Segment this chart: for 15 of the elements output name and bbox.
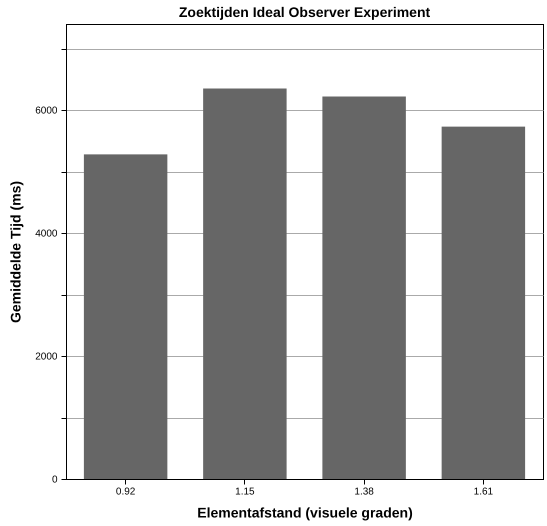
y-axis-title: Gemiddelde Tijd (ms) <box>7 180 24 324</box>
x-tick-label: 0.92 <box>116 486 136 498</box>
chart-title: Zoektijden Ideal Observer Experiment <box>178 4 430 20</box>
y-tick-label: 4000 <box>35 228 58 240</box>
y-tick-label: 6000 <box>35 106 58 117</box>
bar <box>322 96 406 479</box>
y-tick-label: 2000 <box>35 352 58 363</box>
x-axis-title: Elementafstand (visuele graden) <box>197 504 413 520</box>
bar <box>84 154 168 479</box>
y-tick-label: 0 <box>52 474 58 486</box>
bar <box>203 88 287 479</box>
x-tick-label: 1.61 <box>474 486 494 498</box>
x-tick-label: 1.38 <box>354 486 374 498</box>
x-tick-label: 1.15 <box>235 486 256 498</box>
bar <box>442 126 526 479</box>
